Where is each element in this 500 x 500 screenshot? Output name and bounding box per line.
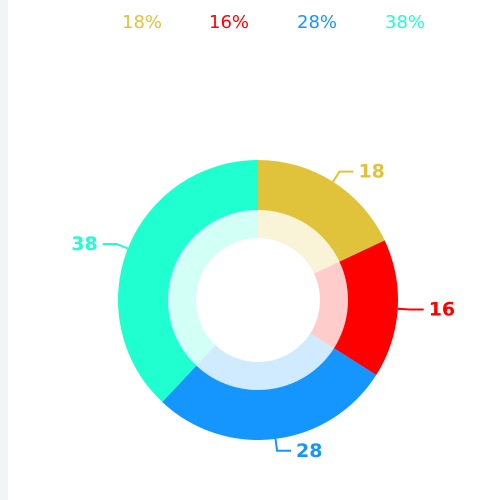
slice-label-1: 16 <box>429 299 455 321</box>
inner-slice-0 <box>258 210 340 274</box>
chart-legend: 18% 16% 28% 38% <box>0 10 500 36</box>
legend-item-1[interactable]: 16% <box>208 12 250 33</box>
legend-item-3[interactable]: 38% <box>384 12 426 33</box>
pie-slice-3[interactable] <box>118 160 258 403</box>
inner-ring <box>168 210 348 390</box>
slice-label-2: 28 <box>296 440 322 462</box>
legend-item-0[interactable]: 18% <box>121 12 163 33</box>
inner-slice-3 <box>168 210 258 366</box>
inner-slice-2 <box>196 333 334 390</box>
outer-ring <box>118 160 398 440</box>
slice-label-3: 38 <box>71 233 97 255</box>
legend-item-2[interactable]: 28% <box>296 12 338 33</box>
label-line-3 <box>102 243 129 250</box>
label-line-1 <box>397 307 424 311</box>
pie-slice-1[interactable] <box>333 240 398 376</box>
label-line-2 <box>274 438 292 452</box>
pie-slice-0[interactable] <box>258 160 385 262</box>
inner-slice-1 <box>310 261 348 349</box>
pie-slice-2[interactable] <box>162 348 377 440</box>
slice-label-0: 18 <box>358 161 384 183</box>
left-panel-edge <box>0 0 8 500</box>
label-line-0 <box>332 170 354 183</box>
